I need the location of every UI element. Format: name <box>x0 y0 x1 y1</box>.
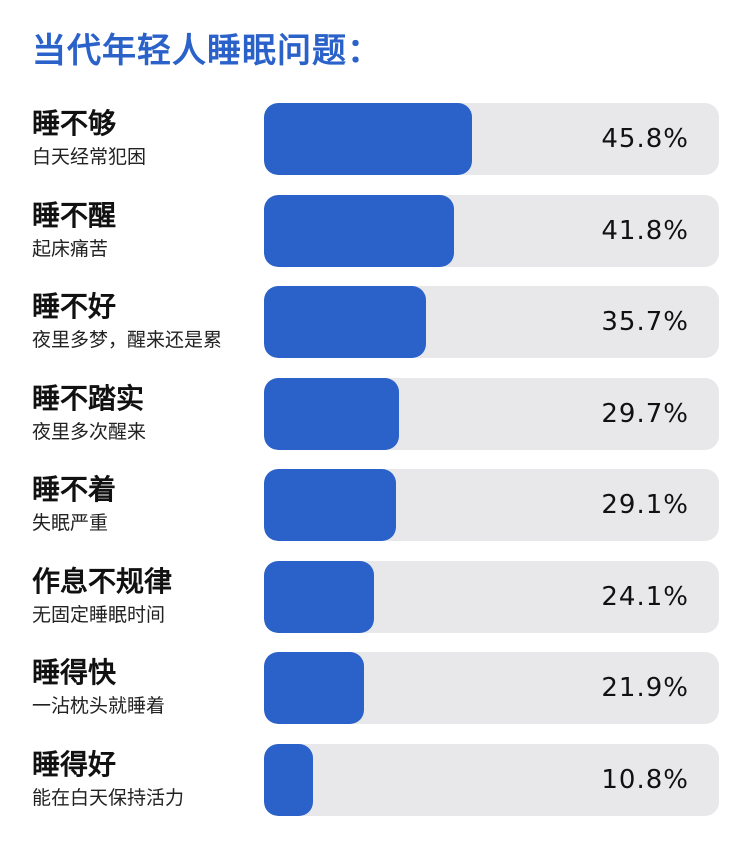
category-label: 睡不够 <box>32 107 117 140</box>
category-description: 无固定睡眠时间 <box>32 604 166 626</box>
bar-fill <box>264 561 374 633</box>
bar-row: 睡不踏实 夜里多次醒来 29.7% <box>0 378 750 452</box>
chart-title: 当代年轻人睡眠问题： <box>32 31 382 71</box>
bar-fill <box>264 103 473 175</box>
bar-track: 10.8% <box>264 744 719 816</box>
bar-row: 睡不着 失眠严重 29.1% <box>0 469 750 543</box>
bar-row: 睡不够 白天经常犯困 45.8% <box>0 103 750 177</box>
bar-fill <box>264 469 397 541</box>
value-label: 45.8% <box>601 124 689 154</box>
value-label: 21.9% <box>601 673 689 703</box>
category-description: 白天经常犯困 <box>32 146 147 168</box>
category-description: 夜里多次醒来 <box>32 421 147 443</box>
category-label: 睡不踏实 <box>32 382 145 415</box>
category-label: 睡不好 <box>32 290 117 323</box>
category-description: 夜里多梦，醒来还是累 <box>32 329 223 351</box>
bar-fill <box>264 195 455 267</box>
bar-row: 睡不醒 起床痛苦 41.8% <box>0 195 750 269</box>
category-description: 失眠严重 <box>32 512 109 534</box>
bar-track: 29.1% <box>264 469 719 541</box>
bar-track: 29.7% <box>264 378 719 450</box>
bar-row: 睡得快 一沾枕头就睡着 21.9% <box>0 652 750 726</box>
value-label: 41.8% <box>601 216 689 246</box>
category-label: 作息不规律 <box>32 565 173 598</box>
bar-fill <box>264 286 427 358</box>
bar-row: 作息不规律 无固定睡眠时间 24.1% <box>0 561 750 635</box>
category-label: 睡不着 <box>32 473 117 506</box>
value-label: 24.1% <box>601 582 689 612</box>
bar-track: 21.9% <box>264 652 719 724</box>
category-description: 起床痛苦 <box>32 238 109 260</box>
value-label: 29.7% <box>601 399 689 429</box>
bar-row: 睡不好 夜里多梦，醒来还是累 35.7% <box>0 286 750 360</box>
bar-track: 35.7% <box>264 286 719 358</box>
bar-fill <box>264 652 364 724</box>
bar-fill <box>264 378 400 450</box>
bar-fill <box>264 744 314 816</box>
category-label: 睡得好 <box>32 748 117 781</box>
bar-track: 45.8% <box>264 103 719 175</box>
bar-track: 41.8% <box>264 195 719 267</box>
value-label: 35.7% <box>601 307 689 337</box>
bar-row: 睡得好 能在白天保持活力 10.8% <box>0 744 750 818</box>
category-description: 一沾枕头就睡着 <box>32 695 166 717</box>
bar-track: 24.1% <box>264 561 719 633</box>
value-label: 29.1% <box>601 490 689 520</box>
category-description: 能在白天保持活力 <box>32 787 185 809</box>
category-label: 睡不醒 <box>32 199 117 232</box>
category-label: 睡得快 <box>32 656 117 689</box>
value-label: 10.8% <box>601 765 689 795</box>
